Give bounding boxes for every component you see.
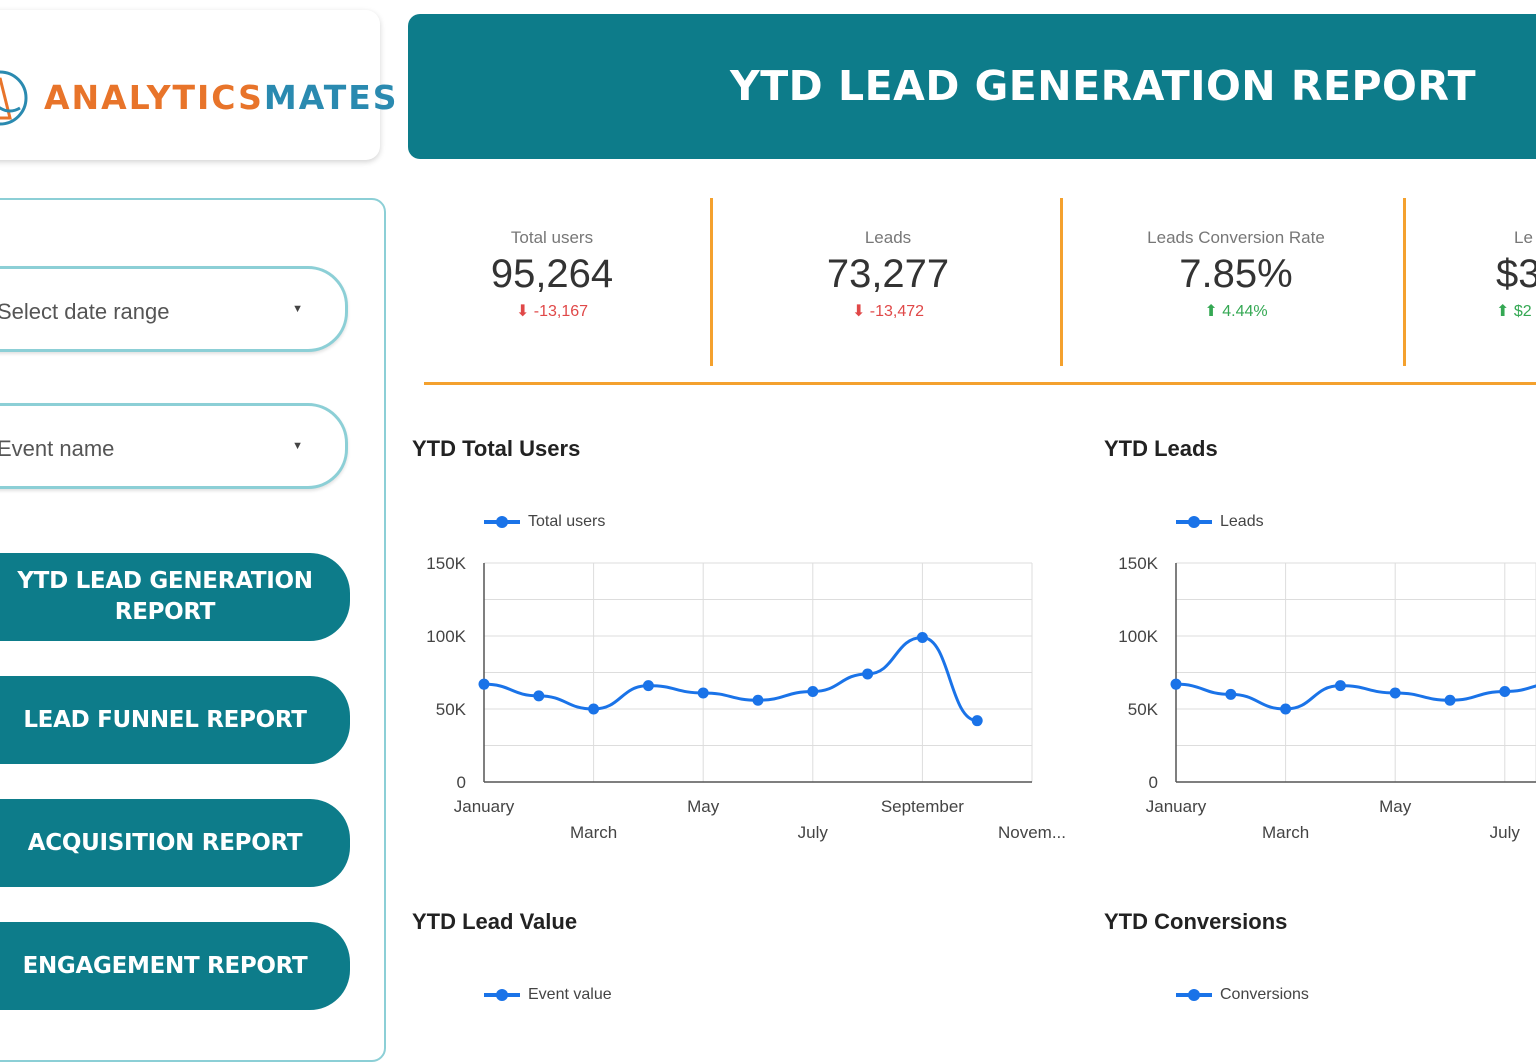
legend-label: Event value (528, 986, 612, 1003)
x-tick-label: March (570, 823, 617, 842)
kpi-delta: ⬆ $2 (1496, 301, 1536, 321)
legend-label: Conversions (1220, 986, 1309, 1003)
data-point[interactable] (697, 687, 709, 699)
kpi-delta-value: $2 (1513, 303, 1532, 320)
kpi-bottom-divider (424, 382, 1536, 385)
data-point[interactable] (1444, 694, 1456, 706)
report-header: YTD LEAD GENERATION REPORT (408, 14, 1536, 159)
kpi-value: 7.85% (1179, 252, 1293, 296)
legend-conversions: Conversions (1176, 986, 1309, 1004)
x-tick-label: March (1262, 823, 1309, 842)
nav-lead-funnel-report[interactable]: LEAD FUNNEL REPORT (0, 676, 350, 764)
data-point[interactable] (1499, 685, 1511, 697)
x-tick-label: May (1379, 797, 1412, 816)
date-range-label: Select date range (0, 299, 170, 324)
logo-icon (0, 70, 28, 126)
legend-label: Leads (1220, 513, 1264, 530)
legend-line-icon (484, 516, 520, 528)
arrow-up-icon: ⬆ (1496, 303, 1510, 320)
kpi-divider (1060, 198, 1063, 366)
y-tick-label: 150K (426, 554, 466, 573)
kpi-divider (1403, 198, 1406, 366)
y-tick-label: 50K (1128, 700, 1159, 719)
x-tick-label: September (881, 797, 964, 816)
kpi-delta-value: 4.44% (1222, 303, 1268, 320)
kpi-leads: Leads 73,277 ⬇ -13,472 (808, 228, 968, 321)
page-title: YTD LEAD GENERATION REPORT (730, 62, 1477, 110)
chart-leads: 0 50K 100K 150K January May March July (1118, 554, 1536, 842)
x-tick-label: July (1490, 823, 1521, 842)
legend-leads: Leads (1176, 513, 1264, 531)
x-tick-label: July (798, 823, 829, 842)
kpi-label: Le (1514, 228, 1533, 247)
y-tick-label: 100K (1118, 627, 1158, 646)
arrow-up-icon: ⬆ (1204, 303, 1218, 320)
data-point[interactable] (533, 690, 545, 702)
y-tick-label: 0 (457, 773, 466, 792)
date-range-dropdown[interactable]: Select date range ▼ (0, 266, 348, 352)
series-line (483, 635, 978, 723)
y-tick-label: 150K (1118, 554, 1158, 573)
legend-line-icon (484, 989, 520, 1001)
data-point[interactable] (1170, 678, 1182, 690)
section-title-conversions: YTD Conversions (1104, 909, 1288, 934)
kpi-value: $3 (1496, 252, 1536, 296)
data-point[interactable] (1389, 687, 1401, 699)
y-tick-label: 100K (426, 627, 466, 646)
kpi-label: Total users (510, 228, 594, 247)
kpi-value: 95,264 (490, 252, 614, 296)
data-point[interactable] (916, 631, 928, 643)
data-point[interactable] (862, 668, 874, 680)
nav-lead-generation-report[interactable]: YTD LEAD GENERATION REPORT (0, 553, 350, 641)
kpi-leads-conversion-rate: Leads Conversion Rate 7.85% ⬆ 4.44% (1116, 228, 1356, 321)
data-point[interactable] (478, 678, 490, 690)
kpi-delta-value: -13,167 (533, 303, 589, 320)
kpi-delta-value: -13,472 (869, 303, 925, 320)
brand-name-part1: ANALYTICS (44, 78, 264, 117)
x-tick-label: January (454, 797, 515, 816)
arrow-down-icon: ⬇ (515, 303, 530, 320)
data-point[interactable] (1334, 680, 1346, 692)
legend-label: Total users (528, 513, 606, 530)
kpi-delta: ⬆ 4.44% (1116, 301, 1356, 321)
arrow-down-icon: ⬇ (851, 303, 866, 320)
chart-total-users: 0 50K 100K 150K January May September March July… (426, 554, 1066, 842)
event-name-label: Event name (0, 436, 115, 461)
data-point[interactable] (642, 680, 654, 692)
legend-line-icon (1176, 989, 1212, 1001)
kpi-lead-value-partial: Le $3 ⬆ $2 (1496, 228, 1536, 321)
kpi-delta: ⬇ -13,167 (472, 301, 632, 321)
brand-logo-text: ANALYTICSMATES (44, 78, 399, 117)
event-name-dropdown[interactable]: Event name ▼ (0, 403, 348, 489)
x-tick-label: May (687, 797, 720, 816)
brand-name-part2: MATES (263, 78, 399, 117)
data-point[interactable] (752, 694, 764, 706)
logo-card: ANALYTICSMATES (0, 10, 397, 160)
section-title-total-users: YTD Total Users (412, 436, 581, 461)
caret-down-icon: ▼ (292, 303, 303, 315)
section-title-leads: YTD Leads (1104, 436, 1218, 461)
nav-acquisition-report[interactable]: ACQUISITION REPORT (0, 799, 350, 887)
data-point[interactable] (588, 703, 600, 715)
data-point[interactable] (1225, 688, 1237, 700)
nav-engagement-report[interactable]: ENGAGEMENT REPORT (0, 922, 350, 1010)
legend-line-icon (1176, 516, 1212, 528)
y-tick-label: 50K (436, 700, 467, 719)
legend-total-users: Total users (484, 513, 605, 531)
x-tick-label: January (1146, 797, 1207, 816)
y-tick-label: 0 (1149, 773, 1158, 792)
kpi-divider (710, 198, 713, 366)
caret-down-icon: ▼ (292, 440, 303, 452)
kpi-total-users: Total users 95,264 ⬇ -13,167 (472, 228, 632, 321)
kpi-label: Leads Conversion Rate (1147, 228, 1325, 247)
section-title-lead-value: YTD Lead Value (412, 909, 578, 934)
kpi-delta: ⬇ -13,472 (808, 301, 968, 321)
x-tick-label: Novem... (998, 823, 1066, 842)
kpi-value: 73,277 (826, 252, 950, 296)
data-point[interactable] (807, 685, 819, 697)
data-point[interactable] (1280, 703, 1292, 715)
legend-event-value: Event value (484, 986, 612, 1004)
kpi-label: Leads (864, 228, 912, 247)
data-point[interactable] (971, 715, 983, 727)
